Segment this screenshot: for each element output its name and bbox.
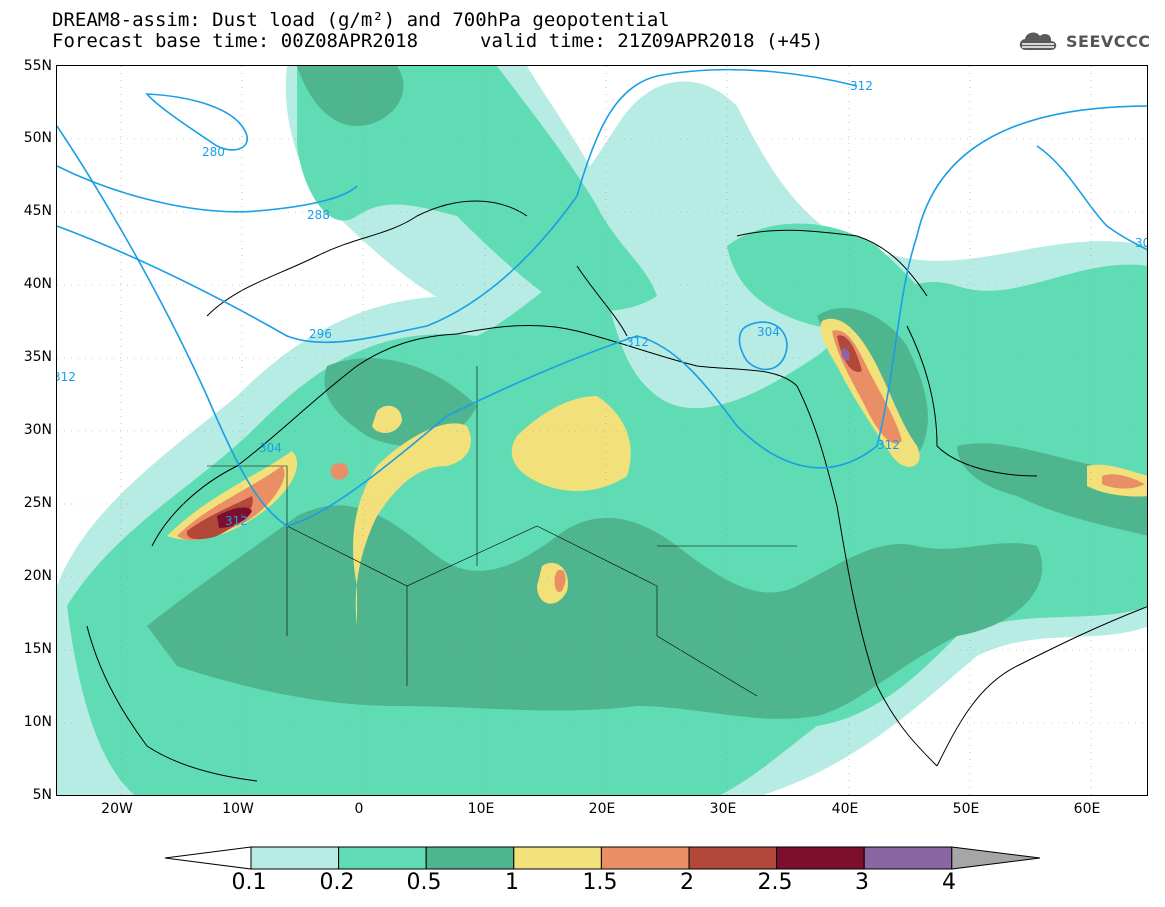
contour-label: 280 xyxy=(202,145,225,159)
lat-label: 55N xyxy=(23,58,52,74)
lon-label: 20E xyxy=(588,801,616,817)
country-borders xyxy=(207,366,797,697)
colorbar xyxy=(164,846,1041,870)
colorbar-label: 1.5 xyxy=(582,870,618,895)
lat-label: 15N xyxy=(23,641,52,657)
cloud-icon xyxy=(1019,32,1057,50)
contour-label: 30 xyxy=(1135,236,1148,250)
map-title: DREAM8-assim: Dust load (g/m²) and 700hP… xyxy=(52,9,670,31)
colorbar-box xyxy=(250,846,340,870)
colorbar-label: 3 xyxy=(855,870,869,895)
valid-time: valid time: 21Z09APR2018 (+45) xyxy=(480,30,824,52)
logo-text: SEEVCCC xyxy=(1066,31,1151,51)
logo: SEEVCCC xyxy=(1016,26,1156,56)
colorbar-label: 4 xyxy=(942,870,956,895)
colorbar-box xyxy=(338,846,427,870)
contour-label: 304 xyxy=(757,325,780,339)
lon-label: 0 xyxy=(354,801,364,817)
contour-label: 312 xyxy=(877,438,900,452)
lon-label: 30E xyxy=(709,801,737,817)
colorbar-label: 0.1 xyxy=(231,870,267,895)
contour-labels: 280 288 296 304 312 312 312 304 312 312 … xyxy=(57,79,1148,528)
contour-label: 296 xyxy=(309,327,332,341)
colorbar-label: 0.5 xyxy=(406,870,442,895)
lat-label: 45N xyxy=(23,203,52,219)
lat-label: 30N xyxy=(23,422,52,438)
colorbar-box xyxy=(600,846,690,870)
colorbar-label: 1 xyxy=(505,870,519,895)
lon-label: 50E xyxy=(952,801,980,817)
lon-label: 40E xyxy=(831,801,859,817)
lon-label: 60E xyxy=(1073,801,1101,817)
lat-label: 5N xyxy=(32,787,52,803)
dust-load-field xyxy=(57,66,1147,795)
lat-label: 35N xyxy=(23,349,52,365)
lat-label: 25N xyxy=(23,495,52,511)
colorbar-label: 0.2 xyxy=(319,870,355,895)
colorbar-box xyxy=(513,846,602,870)
colorbar-box xyxy=(776,846,865,870)
contour-label: 312 xyxy=(57,370,76,384)
contour-label: 288 xyxy=(307,208,330,222)
contour-label: 312 xyxy=(225,514,248,528)
colorbar-label: 2.5 xyxy=(757,870,793,895)
lat-label: 10N xyxy=(23,714,52,730)
lon-label: 10W xyxy=(222,801,254,817)
lat-label: 20N xyxy=(23,568,52,584)
colorbar-box xyxy=(688,846,778,870)
colorbar-box xyxy=(863,846,953,870)
colorbar-boxes xyxy=(164,846,1041,870)
contour-label: 312 xyxy=(626,335,649,349)
colorbar-low-triangle xyxy=(164,846,252,870)
lat-label: 50N xyxy=(23,130,52,146)
colorbar-label: 2 xyxy=(680,870,694,895)
lat-label: 40N xyxy=(23,276,52,292)
colorbar-high-triangle xyxy=(951,846,1041,870)
contour-label: 312 xyxy=(850,79,873,93)
map-canvas: 280 288 296 304 312 312 312 304 312 312 … xyxy=(57,66,1148,795)
lon-label: 20W xyxy=(101,801,133,817)
forecast-base-time: Forecast base time: 00Z08APR2018 xyxy=(52,30,419,52)
colorbar-box xyxy=(425,846,515,870)
lon-label: 10E xyxy=(467,801,495,817)
contour-label: 304 xyxy=(259,441,282,455)
graticule xyxy=(57,66,1147,795)
map-panel[interactable]: 280 288 296 304 312 312 312 304 312 312 … xyxy=(56,65,1148,796)
